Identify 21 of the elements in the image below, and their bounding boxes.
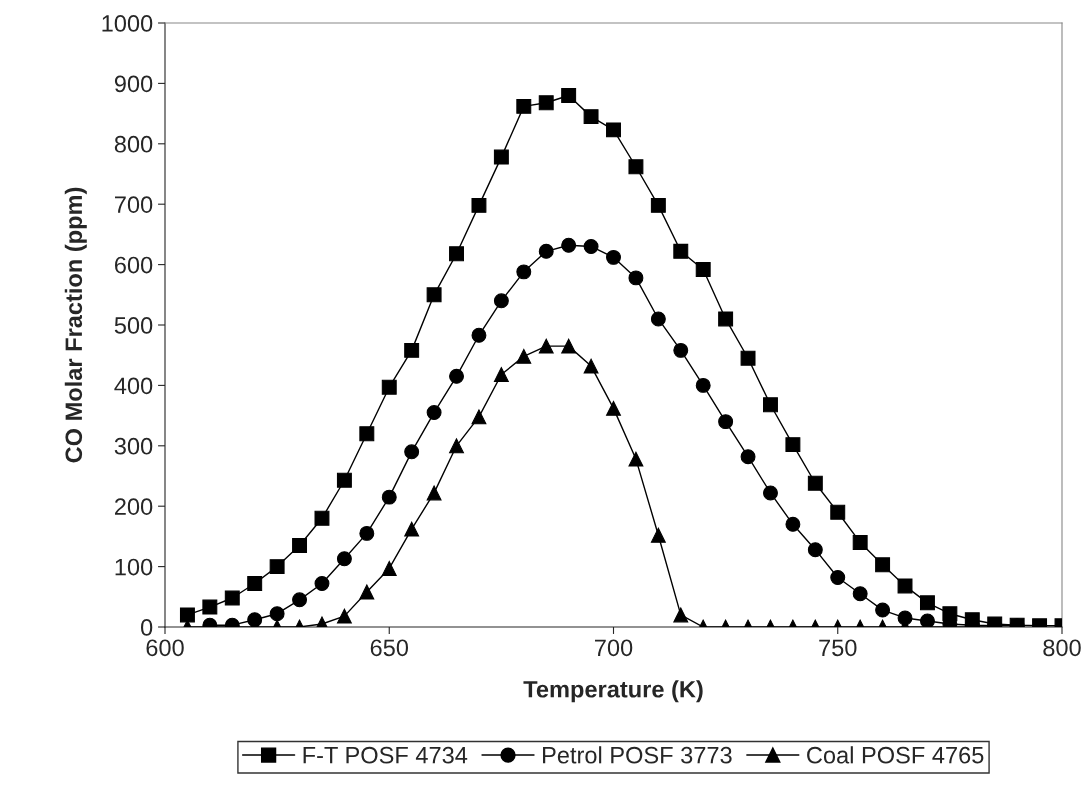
y-axis-title: CO Molar Fraction (ppm) [64,187,87,463]
y-tick-label: 600 [115,256,153,274]
y-tick-label: 700 [115,196,153,213]
y-tick-label: 0 [140,619,153,636]
y-tick-label: 400 [114,377,153,395]
y-tick-label: 100 [115,558,153,576]
x-tick-label: 700 [595,639,633,657]
y-tick-label: 200 [114,498,153,515]
x-tick-label: 600 [146,639,184,657]
y-tick-label: 1000 [102,15,153,32]
legend-label: Petrol POSF 3773 [543,746,732,764]
x-axis-title: Temperature (K) [523,680,703,703]
x-tick-label: 800 [1043,639,1081,657]
y-tick-label: 800 [114,135,153,153]
x-tick-label: 650 [370,639,409,657]
x-tick-label: 750 [819,639,857,657]
y-tick-label: 900 [114,75,153,93]
y-tick-label: 300 [114,437,153,455]
y-tick-label: 500 [114,317,153,334]
legend-label: F-T POSF 4734 [303,746,468,764]
legend-label: Coal POSF 4765 [807,746,984,764]
